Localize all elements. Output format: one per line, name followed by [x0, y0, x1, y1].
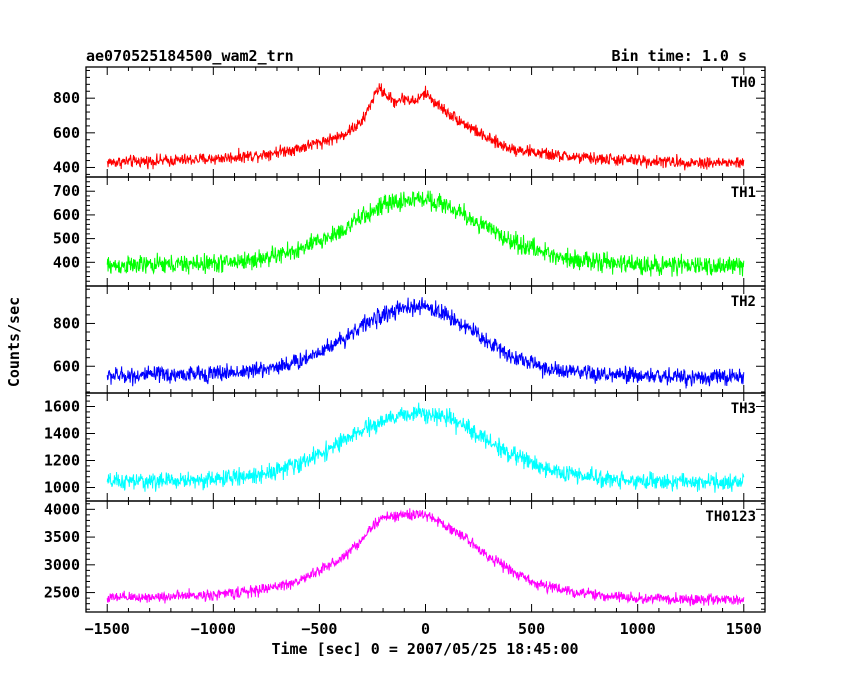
y-tick-label: 4000 — [44, 500, 80, 518]
panel-th0123: 2500 3000 3500 4000 TH0123 — [44, 500, 766, 613]
x-axis-label: Time [sec] 0 = 2007/05/25 18:45:00 — [271, 640, 578, 658]
panels-group: 400 600 800 TH0 400 500 600 700 TH1 600 800 TH2 1000… — [44, 66, 766, 613]
y-axis-label: Counts/sec — [5, 297, 23, 387]
series-label-th3: TH3 — [731, 401, 756, 417]
y-tick-label: 500 — [53, 230, 80, 248]
x-tick-label: 500 — [518, 620, 545, 638]
y-tick-label: 1000 — [44, 479, 80, 497]
series-line-th2 — [106, 297, 745, 389]
y-tick-label: 600 — [53, 124, 80, 142]
panel-th1: 400 500 600 700 TH1 — [53, 176, 766, 287]
y-tick-label: 600 — [53, 206, 80, 224]
y-tick-label: 400 — [53, 253, 80, 271]
x-tick-label: −1000 — [191, 620, 236, 638]
x-axis: −1500 −1000 −500 0 500 1000 1500 — [85, 620, 762, 638]
series-label-th0123: TH0123 — [705, 509, 756, 525]
x-tick-label: −1500 — [85, 620, 130, 638]
x-tick-label: 1000 — [620, 620, 656, 638]
series-line-th0 — [106, 83, 745, 171]
y-tick-label: 3000 — [44, 556, 80, 574]
chart-title-left: ae070525184500_wam2_trn — [86, 47, 294, 65]
series-label-th2: TH2 — [731, 294, 756, 310]
series-label-th0: TH0 — [731, 75, 756, 91]
y-tick-label: 1600 — [44, 398, 80, 416]
x-tick-label: −500 — [301, 620, 337, 638]
y-tick-label: 800 — [53, 89, 80, 107]
y-tick-label: 3500 — [44, 528, 80, 546]
series-label-th1: TH1 — [731, 185, 756, 201]
x-tick-label: 0 — [421, 620, 430, 638]
y-tick-label: 1200 — [44, 452, 80, 470]
chart-title-right: Bin time: 1.0 s — [612, 47, 747, 65]
y-tick-label: 800 — [53, 314, 80, 332]
y-tick-label: 700 — [53, 182, 80, 200]
series-line-th0123 — [106, 508, 745, 607]
series-line-th1 — [106, 190, 745, 277]
y-tick-label: 400 — [53, 158, 80, 176]
x-tick-label: 1500 — [726, 620, 762, 638]
y-tick-label: 600 — [53, 357, 80, 375]
y-tick-label: 1400 — [44, 425, 80, 443]
series-line-th3 — [106, 402, 745, 493]
y-tick-label: 2500 — [44, 584, 80, 602]
